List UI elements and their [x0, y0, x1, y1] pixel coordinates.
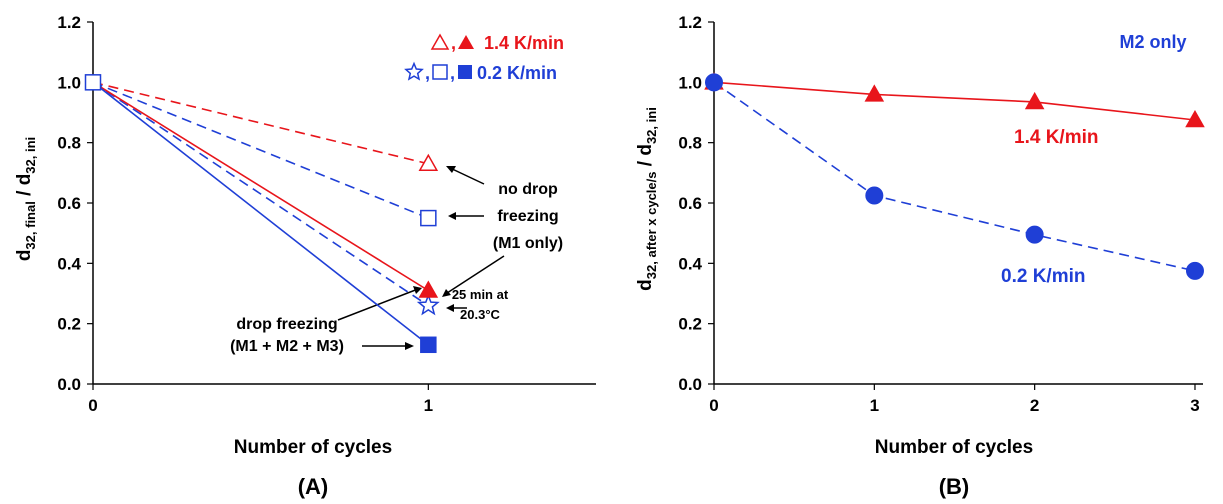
annotation-no-drop-line2: freezing	[497, 208, 558, 225]
panel-b-point	[1185, 261, 1204, 280]
panel-b-ytick-label: 1.2	[678, 13, 702, 32]
legend-triangle-open-icon	[430, 33, 450, 50]
panel-a-point	[416, 293, 440, 316]
panel-b-ytick-label: 0.2	[678, 315, 702, 334]
legend-label-0p2: 0.2 K/min	[477, 63, 557, 83]
annotation-hold: 25 min at 20.3°C	[446, 287, 509, 322]
annotation-hold-line1: 25 min at	[452, 287, 509, 302]
panel-b-point	[864, 84, 885, 102]
panel-a-point	[420, 336, 437, 354]
legend-square-filled-icon	[458, 65, 472, 79]
panel-a-legend: , 1.4 K/min , , 0.2 K/min	[404, 33, 564, 83]
panel-b-ytick-label: 1.0	[678, 73, 702, 92]
legend-star-open-icon	[404, 61, 424, 81]
panel-b-point	[1024, 91, 1045, 110]
panel-b-xtick-label: 2	[1030, 396, 1039, 415]
panel-a-series-line-4	[92, 81, 429, 346]
arrow-no-drop-upper	[447, 166, 485, 185]
panel-b-xtick-label: 1	[870, 396, 879, 415]
panel-b-xtick-label: 3	[1190, 396, 1199, 415]
panel-a-xlabel: Number of cycles	[234, 437, 392, 458]
panel-a: (A) Number of cycles d32, final / d32, i…	[14, 33, 564, 499]
panel-a-series-line-1	[92, 81, 429, 219]
panel-a-xtick-label: 1	[424, 396, 433, 415]
panel-b-ylabel: d32, after x cycle/s / d32, ini	[635, 107, 659, 291]
arrowhead-no-drop-bottom-icon	[442, 289, 451, 297]
annotation-hold-line2: 20.3°C	[460, 307, 501, 322]
svg-text:,: ,	[425, 63, 430, 83]
panel-b-ytick-label: 0.4	[678, 254, 702, 273]
panel-b-xlabel: Number of cycles	[875, 437, 1033, 458]
panel-a-ytick-label: 0.4	[57, 254, 81, 273]
panel-b-series-line-1	[713, 81, 1196, 272]
annotation-drop-freezing: drop freezing (M1 + M2 + M3)	[230, 286, 422, 355]
panel-b-ytick-label: 0.0	[678, 375, 702, 394]
panel-b-ytick-label: 0.8	[678, 134, 702, 153]
panel-a-series-line-3	[92, 81, 429, 292]
legend-triangle-filled-icon	[458, 35, 474, 49]
panel-a-series-line-0	[92, 81, 429, 165]
panel-b-series-line-0	[713, 81, 1196, 121]
panel-a-label: (A)	[298, 474, 329, 499]
panel-a-ytick-label: 0.6	[57, 194, 81, 213]
panel-a-ytick-label: 0.0	[57, 375, 81, 394]
panel-b-point	[1185, 110, 1205, 128]
annotation-no-drop-line1: no drop	[498, 181, 558, 198]
panel-a-point	[420, 209, 437, 227]
arrow-no-drop-bottom	[443, 255, 505, 296]
panel-a-series-line-2	[92, 81, 429, 307]
svg-text:,: ,	[450, 63, 455, 83]
annotation-no-drop-line3: (M1 only)	[493, 235, 563, 252]
arrowhead-drop-lower-icon	[405, 342, 414, 350]
panel-a-ytick-label: 0.2	[57, 315, 81, 334]
arrowhead-no-drop-lower-icon	[448, 212, 456, 220]
panel-b-label: (B)	[939, 474, 970, 499]
annotation-no-drop: no drop freezing (M1 only)	[442, 166, 563, 297]
panel-a-ytick-label: 1.2	[57, 13, 81, 32]
annotation-drop-line2: (M1 + M2 + M3)	[230, 338, 344, 355]
panel-a-ylabel: d32, final / d32, ini	[14, 137, 38, 261]
svg-text:,: ,	[451, 33, 456, 53]
legend-square-open-icon	[432, 64, 448, 80]
arrowhead-hold-icon	[446, 304, 454, 312]
panel-b-series-label-0p2: 0.2 K/min	[1001, 266, 1085, 287]
panel-b-point	[1025, 225, 1044, 244]
panel-b-point	[705, 73, 723, 92]
panel-a-point	[418, 280, 439, 298]
legend-label-1p4: 1.4 K/min	[484, 33, 564, 53]
plot-marks: 0.0 0.2 0.4 0.6 0.8 1.0 1.2 0 1 0.0 0.2 0.4 0.6 0.8 1.…	[57, 13, 1205, 415]
panel-b-xtick-label: 0	[709, 396, 718, 415]
panel-a-xtick-label: 0	[88, 396, 97, 415]
panel-a-point	[418, 153, 439, 172]
panel-a-ytick-label: 1.0	[57, 73, 81, 92]
panel-a-origin-point	[84, 74, 102, 91]
arrowhead-no-drop-upper-icon	[446, 166, 456, 173]
annotation-drop-line1: drop freezing	[236, 316, 337, 333]
panel-a-ytick-label: 0.8	[57, 134, 81, 153]
panel-b-note: M2 only	[1119, 32, 1186, 52]
panel-b-series-label-1p4: 1.4 K/min	[1014, 127, 1098, 148]
panel-b-point	[865, 186, 884, 205]
panel-b-ytick-label: 0.6	[678, 194, 702, 213]
arrowhead-drop-upper-icon	[413, 286, 422, 294]
panel-b: (B) Number of cycles d32, after x cycle/…	[635, 32, 1187, 499]
